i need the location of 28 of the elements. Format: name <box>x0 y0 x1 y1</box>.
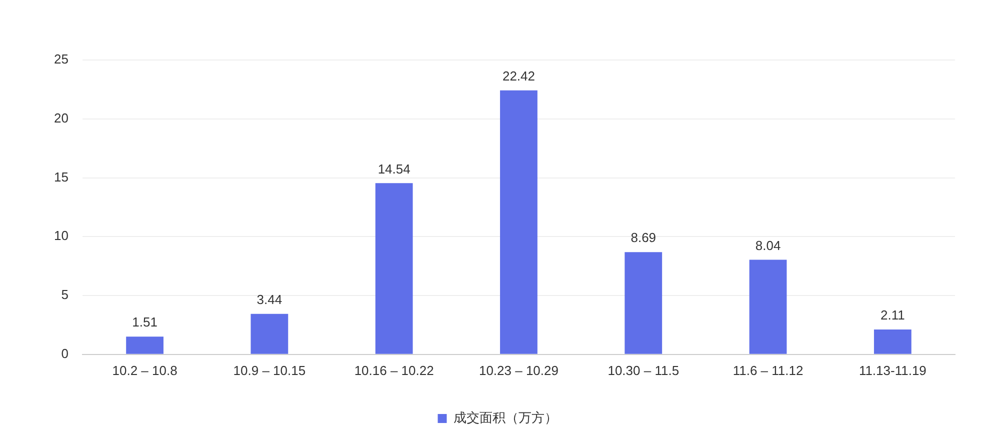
x-tick-label: 10.30 – 11.5 <box>608 362 680 378</box>
bar <box>126 336 164 354</box>
data-label: 1.51 <box>132 314 158 330</box>
data-label: 8.69 <box>630 230 656 246</box>
bar <box>375 183 413 354</box>
bar <box>874 330 912 354</box>
y-tick-label: 10 <box>54 228 68 244</box>
x-tick-label: 11.13-11.19 <box>858 362 926 378</box>
x-tick-label: 11.6 – 11.12 <box>732 362 804 378</box>
data-label: 2.11 <box>880 308 905 323</box>
data-label: 3.44 <box>256 292 282 307</box>
legend-label: 成交面积（万方） <box>453 410 558 426</box>
y-tick-label: 25 <box>54 52 68 67</box>
data-label: 14.54 <box>378 161 410 176</box>
x-tick-label: 10.2 – 10.8 <box>112 362 178 378</box>
bar <box>250 314 288 354</box>
y-tick-label: 15 <box>54 169 68 184</box>
bar <box>749 260 787 354</box>
x-tick-label: 10.9 – 10.15 <box>233 362 306 378</box>
bar <box>624 252 662 354</box>
data-label: 22.42 <box>502 68 536 84</box>
x-tick-label: 10.23 – 10.29 <box>478 362 558 378</box>
data-label: 8.04 <box>755 238 781 253</box>
y-tick-label: 5 <box>61 287 68 302</box>
y-tick-label: 20 <box>54 110 68 126</box>
bar <box>500 90 538 354</box>
x-tick-label: 10.16 – 10.22 <box>354 362 434 378</box>
y-tick-label: 0 <box>61 346 68 361</box>
